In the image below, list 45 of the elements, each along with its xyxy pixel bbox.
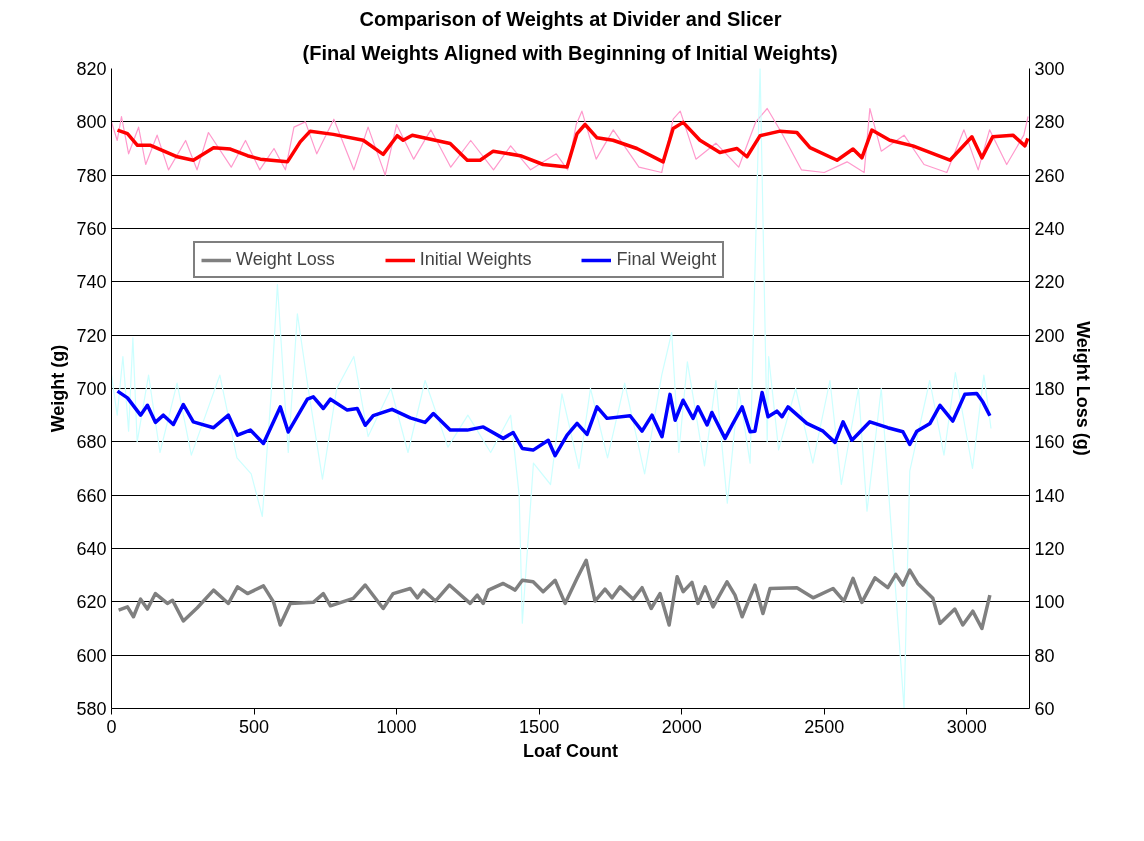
y2-tick-label: 160 bbox=[1034, 432, 1065, 453]
x-tick-label: 1000 bbox=[376, 716, 417, 737]
x-tick-label: 0 bbox=[106, 716, 117, 737]
y-tick-label: 760 bbox=[76, 219, 107, 239]
line-series bbox=[116, 558, 992, 631]
x-tick-label: 3000 bbox=[946, 716, 987, 737]
y-tick-label: 820 bbox=[76, 59, 107, 79]
y2-tick-label: 280 bbox=[1034, 112, 1065, 133]
x-tick-label: 500 bbox=[239, 716, 270, 737]
x-tick-label: 2000 bbox=[661, 716, 702, 737]
y2-tick-label: 60 bbox=[1034, 699, 1055, 719]
y2-tick-label: 120 bbox=[1034, 539, 1065, 559]
y-tick-label: 680 bbox=[76, 432, 107, 453]
y-tick-label: 600 bbox=[76, 645, 107, 666]
y2-tick-label: 240 bbox=[1034, 219, 1065, 239]
line-series bbox=[115, 389, 992, 458]
x-tick-label: 1500 bbox=[519, 716, 560, 737]
chart-title: Comparison of Weights at Divider and Slicer bbox=[359, 7, 782, 30]
y-tick-label: 720 bbox=[76, 325, 107, 346]
y2-tick-label: 260 bbox=[1034, 165, 1065, 186]
y-tick-label: 800 bbox=[76, 112, 107, 133]
line-series bbox=[115, 120, 1030, 169]
line-series bbox=[111, 107, 1029, 176]
y-tick-label: 580 bbox=[76, 699, 107, 719]
x-tick-label: 2500 bbox=[804, 716, 845, 737]
legend-label: Final Weight bbox=[616, 249, 717, 270]
chart-subtitle: (Final Weights Aligned with Beginning of Initial Weights) bbox=[302, 41, 838, 64]
y-tick-label: 660 bbox=[76, 485, 107, 506]
y2-axis-title: Weight Loss (g) bbox=[1072, 321, 1093, 456]
y-axis-title: Weight (g) bbox=[48, 344, 69, 433]
y-tick-label: 620 bbox=[76, 592, 107, 613]
y2-tick-label: 80 bbox=[1034, 645, 1055, 666]
y-tick-label: 640 bbox=[76, 539, 107, 559]
y-tick-label: 700 bbox=[76, 379, 107, 399]
y-tick-label: 740 bbox=[76, 272, 107, 293]
y2-tick-label: 300 bbox=[1034, 59, 1065, 79]
y2-tick-label: 220 bbox=[1034, 272, 1065, 293]
y-tick-label: 780 bbox=[76, 165, 107, 186]
y2-tick-label: 100 bbox=[1034, 592, 1065, 613]
legend-label: Initial Weights bbox=[419, 249, 532, 270]
legend-label: Weight Loss bbox=[236, 249, 335, 270]
y2-tick-label: 180 bbox=[1034, 379, 1065, 399]
y2-tick-label: 140 bbox=[1034, 485, 1065, 506]
y2-tick-label: 200 bbox=[1034, 325, 1065, 346]
x-axis-title: Loaf Count bbox=[523, 740, 618, 761]
